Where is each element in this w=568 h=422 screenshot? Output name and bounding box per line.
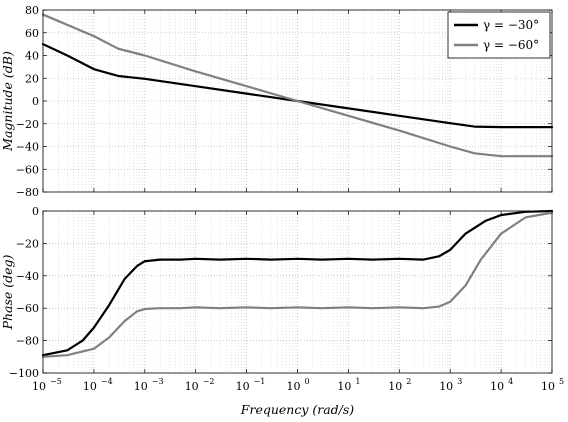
plot-frame: [42, 9, 553, 193]
x-tick-exponent: −4: [101, 377, 113, 386]
y-tick-label: −40: [16, 141, 39, 154]
x-tick-label: 10: [134, 380, 148, 393]
y-tick-label: −20: [16, 118, 39, 131]
x-tick-exponent: 1: [355, 377, 360, 386]
x-tick-label: 10: [439, 380, 453, 393]
x-tick-label: 10: [185, 380, 199, 393]
x-tick-label: 10: [83, 380, 97, 393]
x-tick-exponent: 0: [305, 377, 310, 386]
plot-frame: [42, 210, 553, 374]
x-tick-label: 10: [236, 380, 250, 393]
legend-entry: γ = −60°: [483, 38, 539, 52]
x-tick-label: 10: [32, 380, 46, 393]
x-axis-title: Frequency (rad/s): [240, 402, 355, 417]
series-gamma-60-line: [41, 211, 554, 358]
legend-entry: γ = −30°: [483, 18, 539, 32]
magnitude-panel: −80 −60 −40 −20 0 20 40 60 80 Magnitude (dB) γ = −…: [0, 4, 554, 199]
series-gamma-30-line: [41, 43, 554, 129]
y-tick-label: −40: [16, 270, 39, 283]
x-tick-exponent: −3: [152, 377, 164, 386]
y-tick-label: 80: [25, 4, 39, 17]
x-tick-exponent: 4: [508, 377, 513, 386]
series-gamma-30-line: [41, 209, 554, 357]
y-tick-label: −80: [16, 335, 39, 348]
x-tick-label: 10: [541, 380, 555, 393]
y-tick-label: −20: [16, 237, 39, 250]
x-tick-exponent: 5: [559, 377, 564, 386]
y-tick-label: −80: [16, 186, 39, 199]
y-tick-label: −100: [9, 367, 39, 380]
y-tick-label: 60: [25, 27, 39, 40]
legend-box: [447, 11, 551, 59]
y-tick-label: 40: [25, 50, 39, 63]
x-tick-label: 10: [388, 380, 402, 393]
x-tick-label: 10: [287, 380, 301, 393]
y-tick-label: 0: [32, 205, 39, 218]
y-tick-label: 0: [32, 95, 39, 108]
y-axis-title: Magnitude (dB): [0, 51, 15, 152]
y-tick-label: −60: [16, 302, 39, 315]
legend: γ = −30° γ = −60°: [447, 11, 551, 59]
y-tick-label: −60: [16, 163, 39, 176]
x-tick-label: 10: [337, 380, 351, 393]
x-tick-exponent: −1: [254, 377, 266, 386]
y-tick-label: 20: [25, 72, 39, 85]
y-axis-title: Phase (deg): [0, 254, 15, 330]
x-tick-exponent: 3: [457, 377, 462, 386]
x-tick-label: 10: [490, 380, 504, 393]
series-gamma-60-line: [41, 13, 554, 158]
x-tick-exponent: −5: [50, 377, 62, 386]
x-tick-exponent: −2: [203, 377, 215, 386]
x-tick-exponent: 2: [406, 377, 411, 386]
